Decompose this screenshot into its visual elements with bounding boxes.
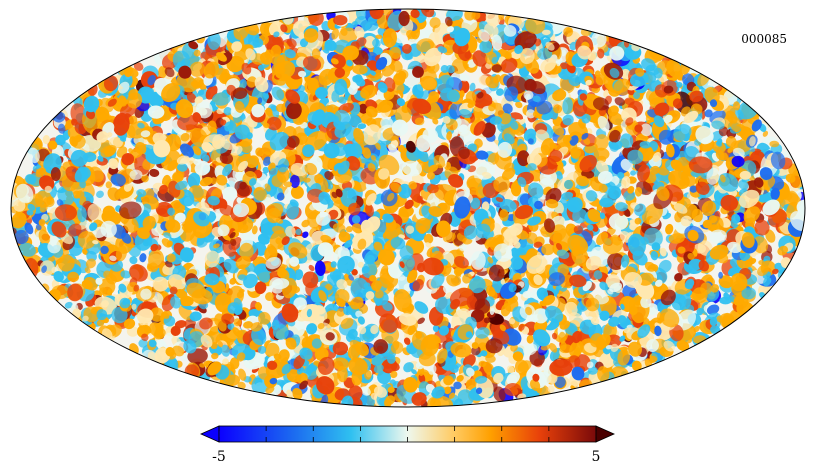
fluctuation-spot (526, 334, 534, 344)
fluctuation-spot (332, 341, 349, 356)
fluctuation-spot (139, 253, 147, 263)
temperature-fluctuations (11, 9, 805, 407)
fluctuation-spot (290, 174, 300, 188)
mollweide-map (10, 8, 806, 408)
fluctuation-spot (432, 325, 440, 332)
fluctuation-spot (573, 225, 583, 235)
fluctuation-spot (153, 140, 171, 158)
fluctuation-spot (207, 120, 217, 133)
